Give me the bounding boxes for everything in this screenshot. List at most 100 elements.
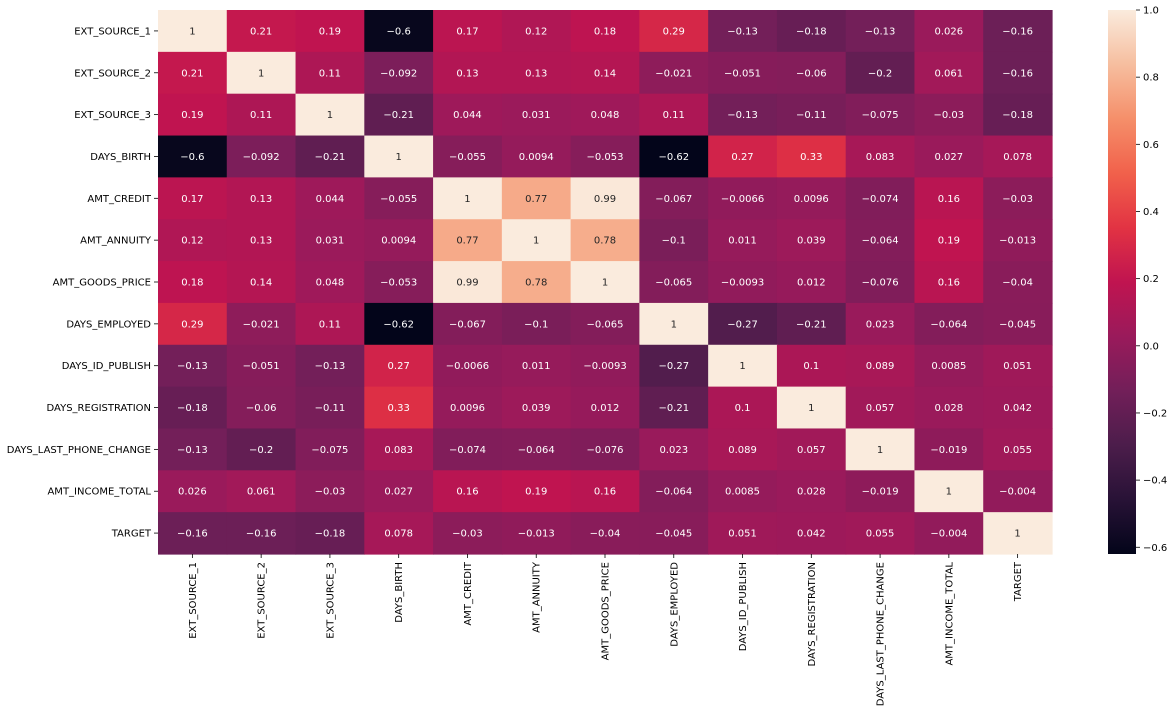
y-tick-label: AMT_ANNUITY xyxy=(80,236,152,247)
cell-value-label: −0.21 xyxy=(658,403,689,414)
heatmap-cell xyxy=(570,344,640,388)
y-tick-label: DAYS_EMPLOYED xyxy=(66,319,151,330)
heatmap-cell xyxy=(158,428,228,471)
heatmap-cell xyxy=(983,302,1053,346)
heatmap-cell xyxy=(433,428,503,471)
cell-value-label: 0.012 xyxy=(797,278,826,289)
heatmap-cell xyxy=(983,93,1053,137)
heatmap-cell xyxy=(914,470,984,513)
heatmap-cell xyxy=(983,135,1053,178)
cell-value-label: −0.055 xyxy=(449,152,486,163)
heatmap-cell xyxy=(364,51,434,95)
heatmap-cell xyxy=(914,302,984,346)
cell-value-label: 0.0085 xyxy=(931,361,966,372)
x-tick-label: EXT_SOURCE_3 xyxy=(325,562,336,639)
heatmap-cell xyxy=(776,470,847,513)
y-axis-ticks: EXT_SOURCE_1 EXT_SOURCE_2 EXT_SOURCE_3 DAYS… xyxy=(7,26,158,540)
heatmap-cell xyxy=(639,512,709,555)
heatmap-cell xyxy=(433,302,503,346)
cell-value-label: 0.78 xyxy=(594,236,616,247)
x-tick-label: AMT_INCOME_TOTAL xyxy=(944,562,955,666)
heatmap-cell xyxy=(570,470,640,513)
y-tick-label: AMT_GOODS_PRICE xyxy=(53,278,151,289)
heatmap-cell xyxy=(983,219,1053,262)
cell-value-label: 0.078 xyxy=(384,529,413,540)
heatmap-cell xyxy=(983,10,1053,53)
cell-value-label: −0.045 xyxy=(655,529,692,540)
cell-value-label: −0.27 xyxy=(658,361,689,372)
heatmap-cell xyxy=(845,135,916,178)
cell-value-label: 0.055 xyxy=(1003,445,1032,456)
heatmap-cell xyxy=(708,344,778,388)
cell-value-label: 0.057 xyxy=(797,445,826,456)
heatmap-cell xyxy=(776,51,847,95)
heatmap-cell xyxy=(433,512,503,555)
x-tick-label: AMT_ANNUITY xyxy=(532,561,543,633)
heatmap-cell xyxy=(433,219,503,262)
cell-value-label: 1 xyxy=(464,194,470,205)
cell-value-label: 0.039 xyxy=(522,403,551,414)
cell-value-label: 1 xyxy=(739,361,745,372)
cell-value-label: 1 xyxy=(258,68,264,79)
colorbar-gradient xyxy=(1108,10,1136,554)
cell-value-label: −0.092 xyxy=(243,152,280,163)
heatmap-cell xyxy=(708,386,778,430)
heatmap-cell xyxy=(983,386,1053,430)
cell-value-label: −0.013 xyxy=(518,529,555,540)
heatmap-cell xyxy=(639,135,709,178)
cell-value-label: 0.055 xyxy=(866,529,895,540)
heatmap-cell xyxy=(158,470,228,513)
heatmap-cell xyxy=(776,512,847,555)
x-axis-ticks: EXT_SOURCE_1 EXT_SOURCE_2 EXT_SOURCE_3 DAYS… xyxy=(188,554,1024,706)
heatmap-cell xyxy=(364,344,434,388)
cell-value-label: 0.044 xyxy=(316,194,345,205)
cell-value-label: −0.13 xyxy=(177,445,208,456)
cell-value-label: 1 xyxy=(946,487,952,498)
cell-value-label: −0.62 xyxy=(658,152,689,163)
heatmap-cell xyxy=(158,10,228,53)
heatmap-cell xyxy=(708,177,778,220)
heatmap-cell xyxy=(776,177,847,220)
cell-value-label: 0.048 xyxy=(316,278,345,289)
cell-value-label: 0.051 xyxy=(1003,361,1032,372)
heatmap-cell xyxy=(295,344,365,388)
cell-value-label: −0.04 xyxy=(1002,278,1033,289)
heatmap-cell xyxy=(639,386,709,430)
heatmap-cell xyxy=(226,302,297,346)
cell-value-label: 0.026 xyxy=(935,26,964,37)
heatmap-cell xyxy=(776,219,847,262)
cell-value-label: −0.004 xyxy=(930,529,967,540)
heatmap-cell xyxy=(295,386,365,430)
heatmap-cell xyxy=(639,428,709,471)
cell-value-label: 0.33 xyxy=(800,152,822,163)
heatmap-cell xyxy=(226,512,297,555)
heatmap-cell xyxy=(914,261,984,304)
cell-value-label: 0.027 xyxy=(935,152,964,163)
cell-value-label: −0.06 xyxy=(796,68,827,79)
y-tick-label: AMT_CREDIT xyxy=(87,194,151,205)
cell-value-label: 0.044 xyxy=(453,110,482,121)
heatmap-cell xyxy=(914,344,984,388)
heatmap-cell xyxy=(983,177,1053,220)
heatmap-cell xyxy=(708,93,778,137)
heatmap-cells xyxy=(158,10,1053,555)
cell-value-label: 0.33 xyxy=(388,403,410,414)
cell-value-label: −0.0066 xyxy=(446,361,489,372)
heatmap-cell xyxy=(295,10,365,53)
heatmap-cell xyxy=(776,386,847,430)
heatmap-cell xyxy=(364,428,434,471)
cell-value-label: 0.089 xyxy=(866,361,895,372)
cell-value-label: −0.21 xyxy=(383,110,414,121)
heatmap-cell xyxy=(158,93,228,137)
heatmap-cell xyxy=(433,135,503,178)
heatmap-cell xyxy=(295,135,365,178)
heatmap-cell xyxy=(639,93,709,137)
cell-value-label: 0.0085 xyxy=(725,487,760,498)
colorbar-tick-label: 0.0 xyxy=(1143,341,1159,352)
cell-value-label: 1 xyxy=(602,278,608,289)
cell-value-label: 0.027 xyxy=(384,487,413,498)
cell-value-label: 0.17 xyxy=(181,194,203,205)
cell-value-label: 0.078 xyxy=(1003,152,1032,163)
cell-value-label: 1 xyxy=(1014,529,1020,540)
x-tick-label: TARGET xyxy=(1013,561,1024,602)
